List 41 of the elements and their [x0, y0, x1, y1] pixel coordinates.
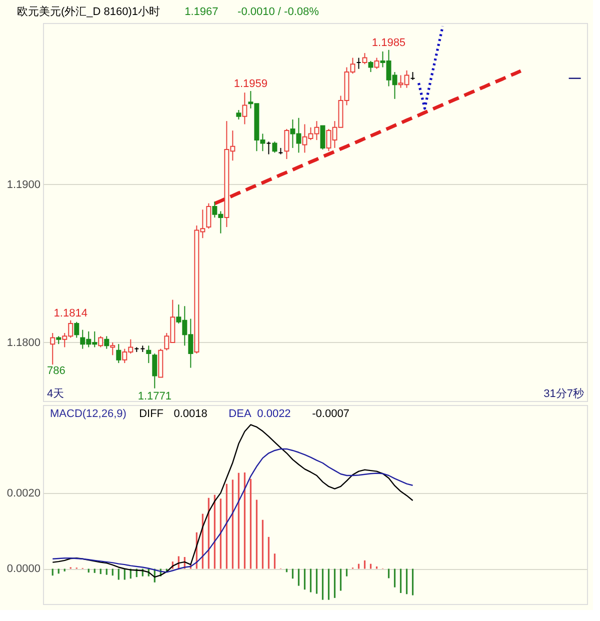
- candlestick: [206, 202, 212, 230]
- annotation: 1.1959: [234, 78, 268, 90]
- candlestick: [236, 109, 242, 120]
- annotation: 4天: [47, 388, 64, 400]
- y-tick-label: 1.1900: [6, 178, 40, 191]
- annotation: 1.1771: [138, 390, 172, 402]
- candlestick: [374, 57, 380, 70]
- candlestick: [104, 336, 110, 350]
- line-series: [212, 69, 523, 206]
- text: -0.0010 / -0.08%: [238, 6, 320, 18]
- candlestick: [110, 342, 116, 356]
- candlestick: [272, 141, 278, 154]
- chart-title: 欧元美元(外汇_D 8160)1小时: [17, 5, 160, 18]
- candlestick: [116, 344, 122, 364]
- annotation: -0.0007: [312, 408, 350, 420]
- candlestick: [98, 336, 104, 348]
- annotation: 0.0022: [257, 408, 291, 420]
- chart-title: MACD(12,26,9): [50, 408, 126, 420]
- candlestick: [50, 332, 56, 366]
- candlestick: [284, 128, 290, 160]
- candlestick: [74, 321, 80, 338]
- candlestick: [320, 125, 326, 150]
- annotation: 0.0018: [174, 408, 208, 420]
- text: 1.1967: [184, 6, 218, 18]
- line-series: [52, 448, 414, 573]
- y-tick-label: 0.0020: [6, 487, 40, 500]
- annotation: 786: [47, 365, 66, 377]
- annotation: 1.1985: [372, 36, 406, 49]
- y-tick-label: 1.1800: [6, 336, 40, 349]
- candlestick: [242, 92, 248, 125]
- y-tick-label: 0.0000: [6, 563, 40, 576]
- annotation: 1.1814: [54, 307, 88, 320]
- candlestick: [146, 345, 152, 364]
- candlestick: [362, 52, 368, 65]
- line-series: [52, 424, 414, 578]
- line-series: [417, 24, 444, 110]
- candlestick: [368, 60, 374, 73]
- text: DEA: [228, 408, 252, 420]
- annotation: 31分7秒: [544, 388, 584, 400]
- candlestick: [152, 353, 158, 389]
- text: DIFF: [139, 408, 164, 420]
